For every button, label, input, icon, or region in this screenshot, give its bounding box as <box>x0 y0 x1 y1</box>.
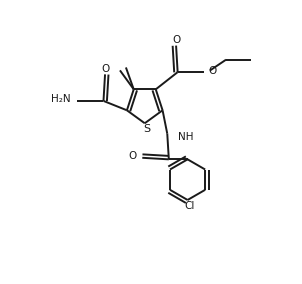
Text: O: O <box>101 64 109 74</box>
Text: S: S <box>143 124 150 134</box>
Text: O: O <box>208 66 216 76</box>
Text: NH: NH <box>178 132 194 142</box>
Text: H₂N: H₂N <box>51 94 71 104</box>
Text: O: O <box>128 151 137 161</box>
Text: Cl: Cl <box>184 201 194 211</box>
Text: O: O <box>172 35 180 45</box>
